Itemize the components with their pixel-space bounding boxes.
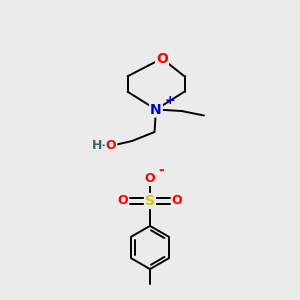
Text: N: N — [150, 103, 162, 116]
Text: +: + — [164, 94, 175, 106]
Text: -: - — [101, 139, 107, 152]
Text: O: O — [156, 52, 168, 65]
Text: -: - — [158, 163, 164, 177]
Text: S: S — [145, 194, 155, 208]
Text: O: O — [106, 139, 116, 152]
Text: O: O — [172, 194, 182, 208]
Text: H: H — [92, 139, 103, 152]
Text: O: O — [118, 194, 128, 208]
Text: O: O — [145, 172, 155, 185]
